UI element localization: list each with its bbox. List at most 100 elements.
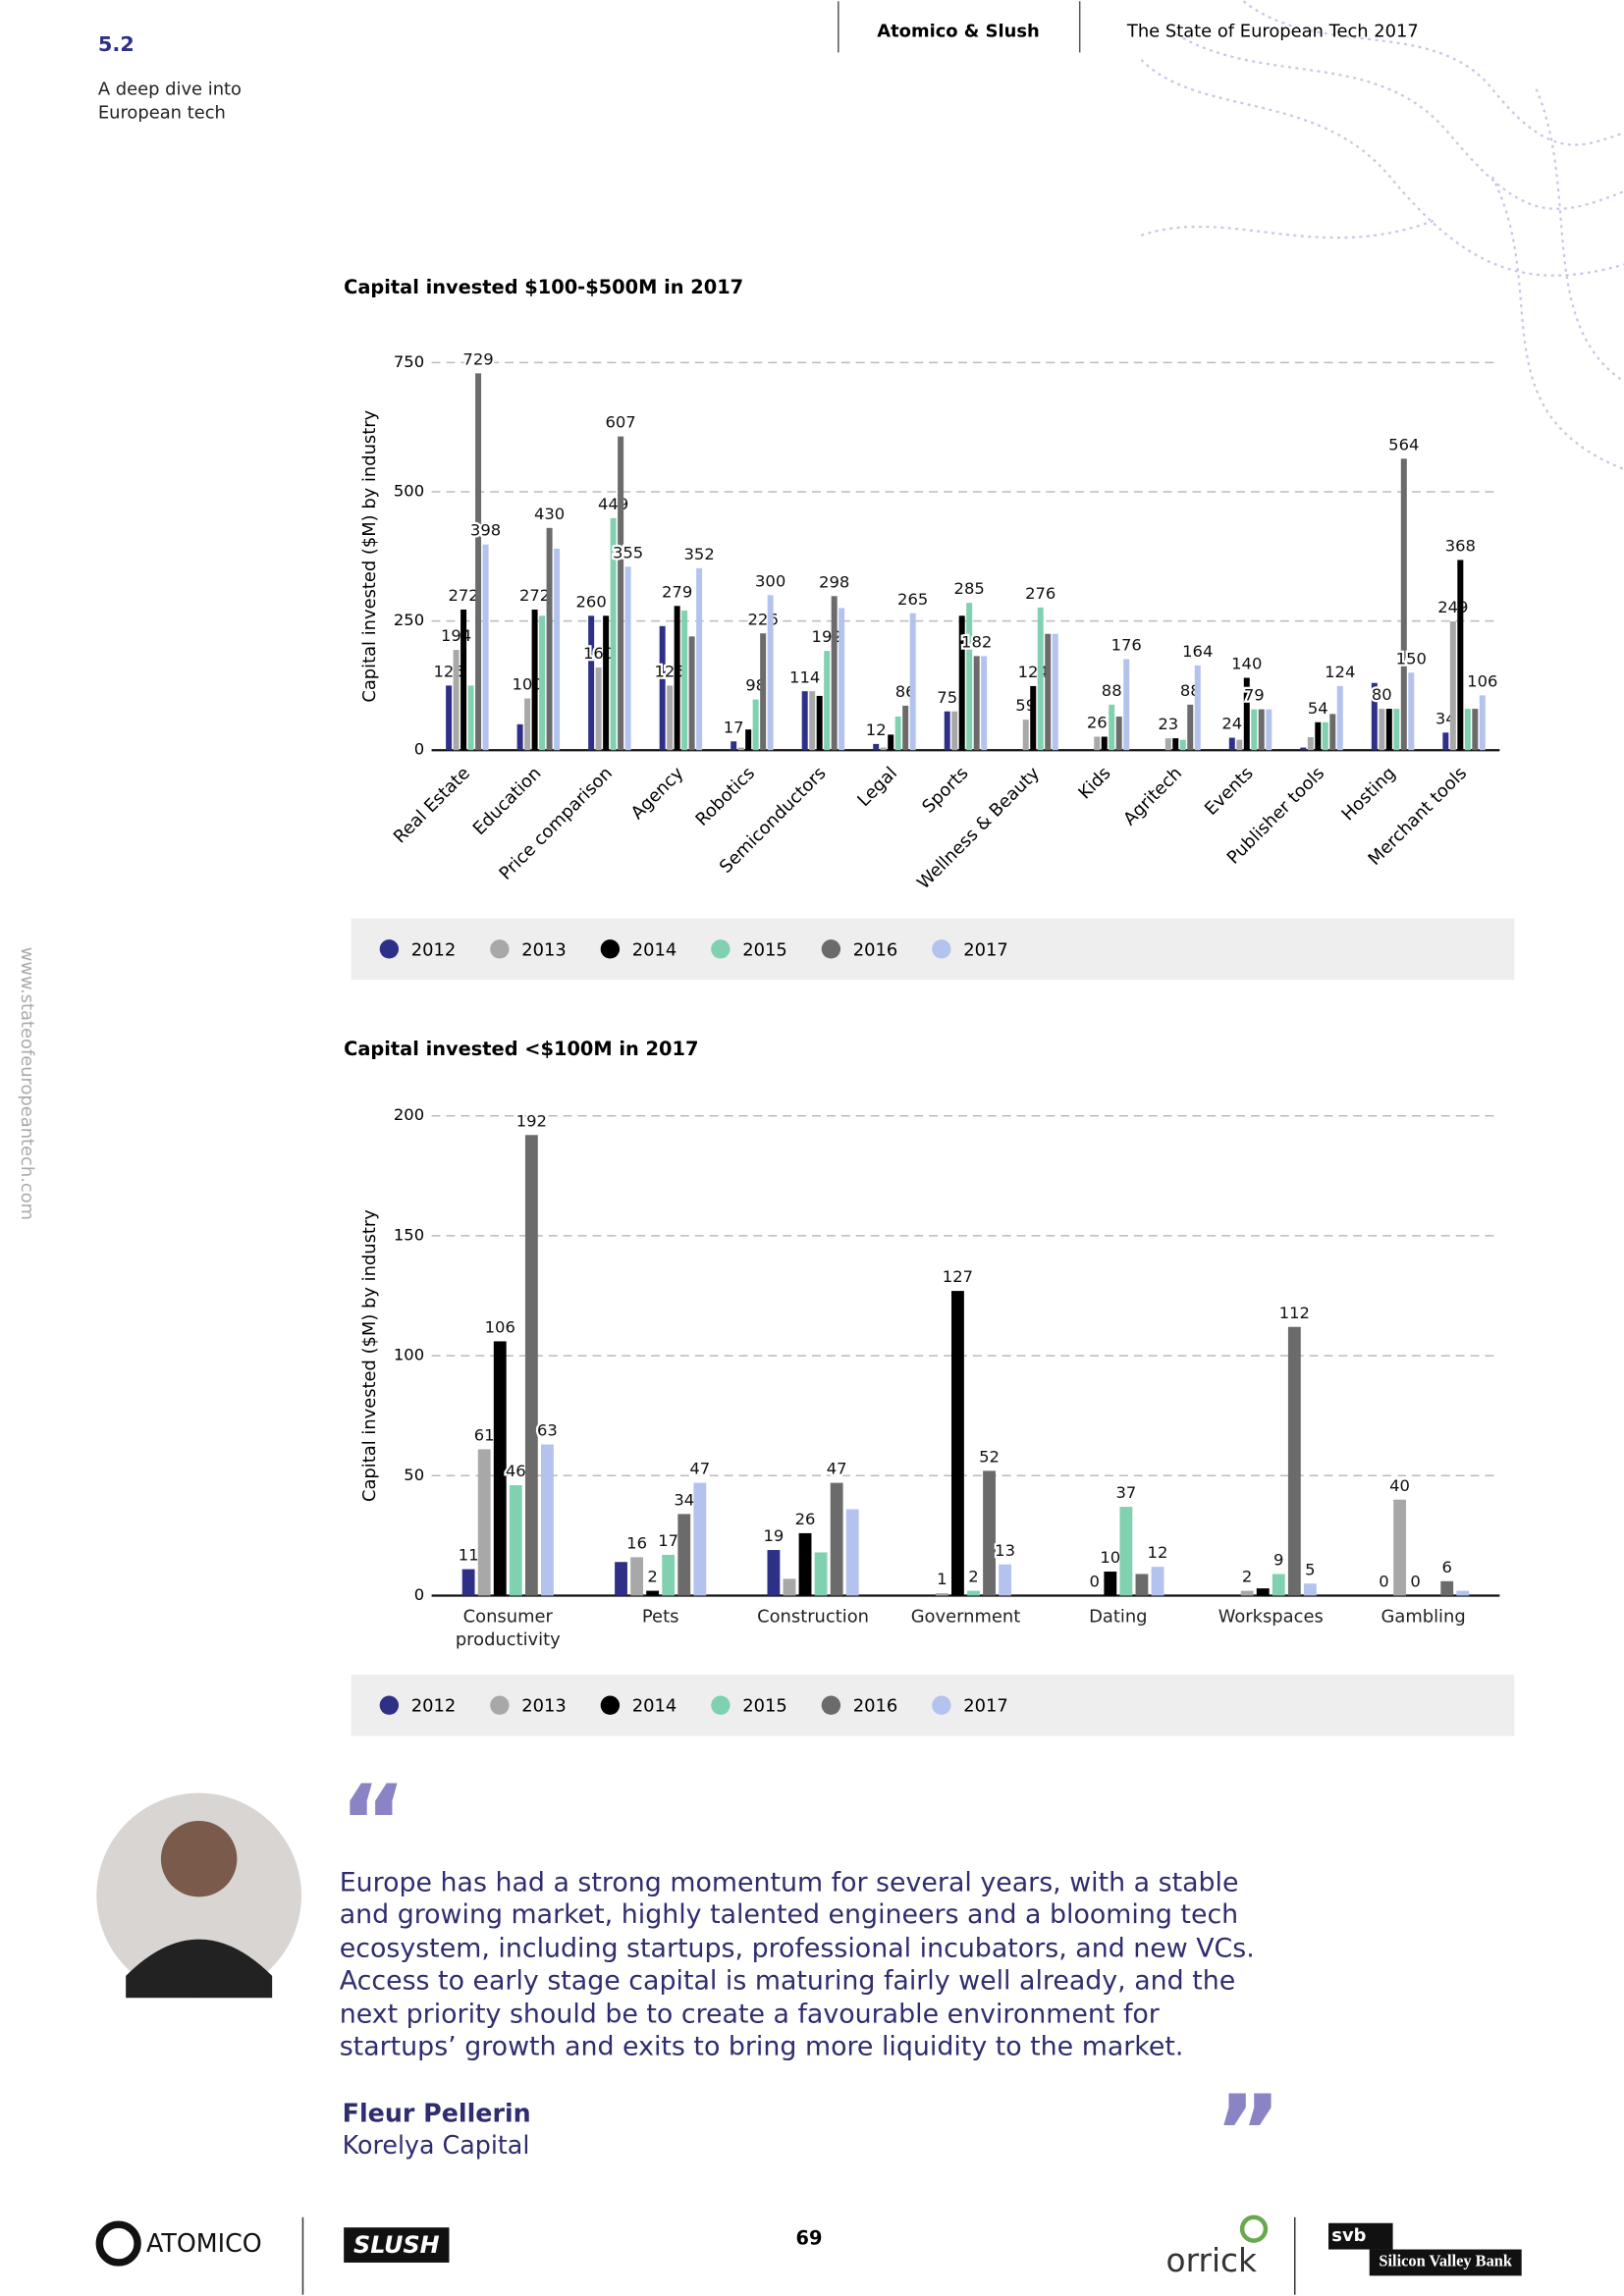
bar [524,1135,538,1596]
bar [588,615,595,751]
bar [767,595,774,751]
bar [1187,704,1194,751]
value-label: 47 [689,1460,710,1478]
slush-box [344,2227,450,2263]
y-tick-label: 200 [394,1105,424,1124]
legend-label: 2015 [742,1696,786,1717]
value-label: 2 [968,1568,978,1586]
bar [1479,695,1486,751]
portrait-body [126,1939,273,1999]
legend-label: 2014 [632,1696,677,1717]
x-tick-label: Events [1201,763,1258,820]
legend-swatch [600,939,621,959]
x-tick-label: Sports [918,763,972,817]
legend-label: 2015 [742,939,786,960]
value-label: 182 [961,632,992,651]
x-tick-label: Consumer productivity [455,1605,561,1650]
value-label: 75 [937,688,957,707]
bar [1258,709,1265,751]
y-tick-label: 0 [414,740,424,759]
value-label: 398 [470,521,501,540]
bar [951,1291,964,1596]
section-number: 5.2 [98,32,135,56]
bar [477,1449,491,1596]
bar [760,633,767,751]
bar [801,691,808,751]
bar [539,615,546,751]
bar [674,606,680,751]
value-label: 10 [1100,1548,1120,1567]
bar [659,625,666,751]
x-tick-box: Government [911,1606,1021,1627]
value-label: 300 [755,571,785,590]
value-label: 0 [1379,1573,1388,1591]
bar [467,685,474,751]
bar [595,667,602,751]
bar [731,741,737,751]
bar [677,1514,691,1596]
slush-logo: SLUSH [353,2231,440,2259]
bar [809,691,816,751]
bar [958,615,965,751]
y-tick-label: 750 [394,352,424,371]
value-label: 226 [748,610,779,628]
bar [839,608,845,751]
bar [1037,607,1044,751]
bar [1179,739,1186,751]
bar [1236,739,1243,751]
legend-label: 2017 [963,939,1007,960]
bar [830,1482,843,1596]
bar [873,743,880,751]
value-label: 127 [943,1267,973,1286]
value-label: 9 [1273,1551,1283,1570]
x-tick-box: Workspaces [1218,1606,1324,1627]
x-tick-label: Kids [1074,763,1114,803]
brand: Atomico & Slush [877,22,1039,42]
bar [1115,716,1122,751]
x-tick-box: Pets [642,1606,678,1627]
bar [983,1470,996,1596]
bar [446,685,453,751]
quote-author: Fleur Pellerin [343,2098,531,2127]
legend-swatch [490,1695,510,1715]
x-tick-label: Education [469,763,546,839]
x-tick-box: Dating [1089,1605,1148,1627]
value-label: 79 [1244,686,1265,705]
bar [493,1341,507,1596]
value-label: 0 [1410,1573,1420,1591]
bar [1385,709,1392,751]
value-label: 112 [1279,1304,1310,1322]
bar [618,436,624,751]
bar [909,613,916,751]
legend-label: 2016 [853,1696,898,1717]
value-label: 272 [448,586,478,605]
bar [1379,709,1385,751]
bar [1472,709,1479,751]
x-tick-label: Legal [853,763,901,811]
bar [662,1554,676,1596]
subtitle-box: A deep dive into European tech [98,79,242,123]
value-label: 80 [1372,685,1392,704]
bar [783,1578,796,1596]
value-label: 352 [683,545,714,563]
bar [1408,672,1415,751]
bar [1371,682,1378,751]
bar [999,1564,1012,1596]
bar [1243,677,1250,751]
value-label: 13 [995,1541,1015,1560]
x-tick-label: Dating [1089,1605,1148,1627]
value-label: 40 [1389,1476,1410,1495]
value-label: 12 [866,721,887,739]
bar [509,1485,522,1596]
value-label: 6 [1442,1558,1452,1576]
bar [831,596,838,751]
bar [1315,721,1322,751]
bar [1307,737,1314,751]
bar [475,373,482,751]
bar [1400,458,1407,751]
bar [1256,1588,1270,1596]
bar [1457,560,1464,751]
chart-title: Capital invested $100-$500M in 2017 [344,276,743,298]
bar [951,711,958,751]
value-label: 140 [1231,655,1262,673]
